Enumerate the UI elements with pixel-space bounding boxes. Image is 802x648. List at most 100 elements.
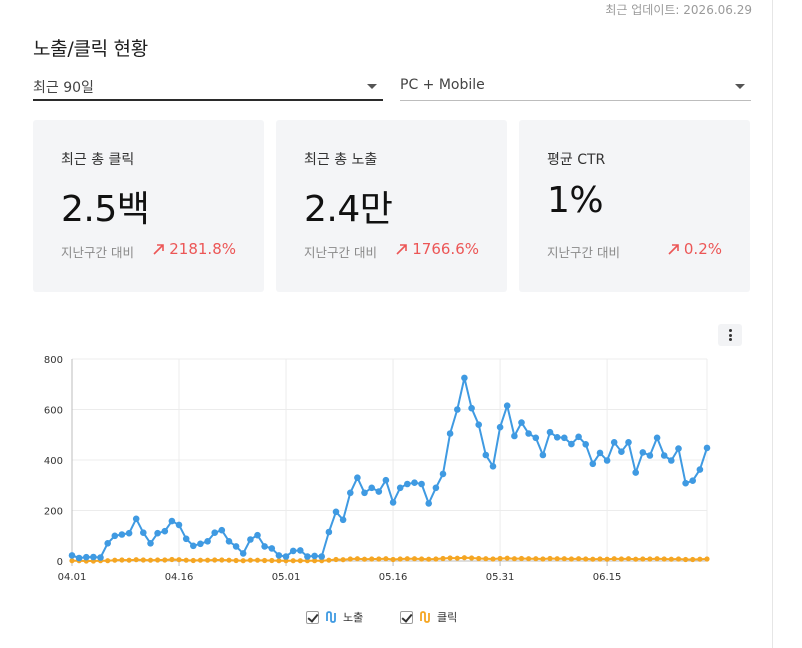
data-point-clicks <box>276 558 282 564</box>
stat-card-clicks: 최근 총 클릭 2.5백 지난구간 대비 2181.8% <box>33 120 264 292</box>
data-point-clicks <box>411 556 418 562</box>
data-point-clicks <box>297 558 303 564</box>
stat-card-delta-value: 0.2% <box>683 240 722 258</box>
legend-label: 노출 <box>343 611 364 624</box>
stat-card-delta: 0.2% <box>667 240 722 258</box>
data-point-impressions <box>83 553 90 561</box>
data-point-clicks <box>526 556 532 562</box>
data-point-impressions <box>168 517 176 525</box>
kebab-icon <box>728 338 732 341</box>
data-point-clicks <box>490 556 496 562</box>
data-point-clicks <box>469 555 475 561</box>
device-select[interactable]: PC + Mobile <box>400 72 751 101</box>
data-point-clicks <box>383 556 389 562</box>
data-point-impressions <box>418 480 425 488</box>
legend-checkbox-icon[interactable] <box>400 610 413 624</box>
data-point-clicks <box>390 556 396 563</box>
data-point-clicks <box>661 556 667 562</box>
data-point-impressions <box>703 444 711 452</box>
data-point-impressions <box>682 479 689 487</box>
data-point-impressions <box>297 547 304 554</box>
data-point-impressions <box>610 439 618 446</box>
data-point-clicks <box>554 556 560 562</box>
data-point-clicks <box>604 556 610 562</box>
data-point-impressions <box>232 543 240 550</box>
data-point-impressions <box>140 529 147 536</box>
data-point-clicks <box>176 557 182 563</box>
data-point-clicks <box>354 556 360 562</box>
legend-checkbox-icon[interactable] <box>306 610 319 624</box>
data-point-clicks <box>433 556 439 562</box>
data-point-clicks <box>254 557 261 563</box>
data-point-clicks <box>625 556 632 562</box>
data-point-clicks <box>618 556 625 562</box>
stat-card-compare-label: 지난구간 대비 <box>304 245 377 260</box>
data-point-clicks <box>126 557 132 563</box>
chevron-down-icon <box>735 84 745 89</box>
data-point-impressions <box>382 476 390 484</box>
data-point-clicks <box>340 557 346 563</box>
data-point-clicks <box>169 556 175 563</box>
data-point-impressions <box>461 374 468 382</box>
data-point-impressions <box>182 535 190 543</box>
data-point-clicks <box>147 557 154 563</box>
data-point-clicks <box>197 557 203 563</box>
data-point-impressions <box>154 529 161 537</box>
data-point-impressions <box>90 553 97 561</box>
period-select[interactable]: 최근 90일 <box>33 72 383 101</box>
y-tick-label: 600 <box>44 406 63 417</box>
data-point-clicks <box>654 556 660 562</box>
data-point-impressions <box>211 529 218 536</box>
stat-card-impressions: 최근 총 노출 2.4만 지난구간 대비 1766.6% <box>276 120 507 292</box>
data-point-clicks <box>326 557 332 563</box>
data-point-impressions <box>304 553 311 560</box>
legend-label: 클릭 <box>437 611 458 624</box>
data-point-clicks <box>704 556 710 562</box>
data-point-clicks <box>518 555 525 562</box>
data-point-impressions <box>482 451 490 459</box>
data-point-impressions <box>539 451 547 459</box>
data-point-clicks <box>576 556 582 562</box>
chart-menu-button[interactable] <box>718 324 742 346</box>
x-tick-label: 05.16 <box>379 572 408 583</box>
data-point-clicks <box>447 555 453 561</box>
data-point-impressions <box>289 547 297 555</box>
data-point-impressions <box>190 542 197 550</box>
stat-card-delta-value: 2181.8% <box>169 240 236 258</box>
stat-card-delta: 2181.8% <box>152 240 236 258</box>
data-point-clicks <box>504 555 510 561</box>
data-point-clicks <box>611 556 617 562</box>
data-point-impressions <box>225 538 233 545</box>
data-point-clicks <box>540 556 546 562</box>
legend-item-impressions[interactable]: 노출 <box>306 608 363 626</box>
data-point-clicks <box>426 556 432 562</box>
stat-card-compare-label: 지난구간 대비 <box>61 245 134 260</box>
data-point-impressions <box>282 553 290 560</box>
data-point-impressions <box>268 545 276 552</box>
data-point-impressions <box>696 466 704 473</box>
stat-card-value: 2.4만 <box>304 189 393 230</box>
data-point-impressions <box>660 452 668 459</box>
data-point-impressions <box>596 449 604 457</box>
data-point-impressions <box>639 449 647 456</box>
data-point-impressions <box>68 552 76 559</box>
data-point-impressions <box>218 526 226 534</box>
data-point-impressions <box>75 554 83 562</box>
data-point-clicks <box>476 555 482 562</box>
data-point-clicks <box>561 556 567 562</box>
data-point-clicks <box>119 557 125 563</box>
line-series-icon <box>420 611 430 623</box>
data-point-impressions <box>446 430 454 437</box>
data-point-clicks <box>640 556 646 562</box>
data-point-impressions <box>239 550 247 557</box>
y-tick-label: 800 <box>44 355 63 366</box>
data-point-clicks <box>105 558 111 564</box>
legend-item-clicks[interactable]: 클릭 <box>400 608 457 626</box>
stat-card-value: 1% <box>547 180 604 221</box>
data-point-impressions <box>361 489 368 497</box>
data-point-impressions <box>318 553 326 560</box>
data-point-impressions <box>97 554 104 561</box>
data-point-impressions <box>475 421 483 428</box>
data-point-impressions <box>325 528 333 536</box>
period-select-value: 최근 90일 <box>33 80 94 96</box>
